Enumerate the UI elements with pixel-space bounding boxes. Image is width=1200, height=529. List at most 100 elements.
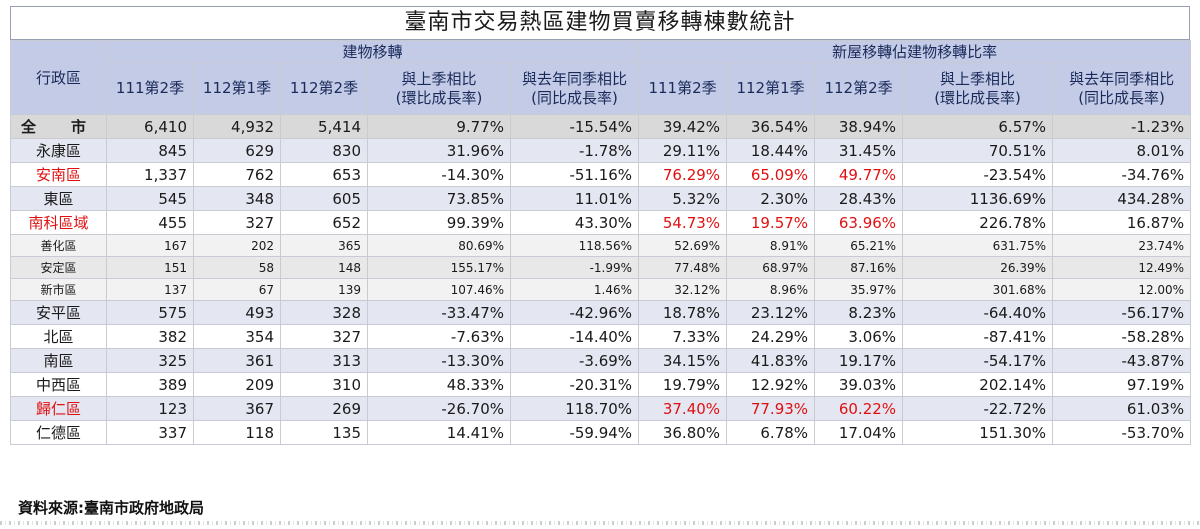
- table-cell: 155.17%: [367, 256, 511, 279]
- table-cell: -58.28%: [1052, 324, 1192, 349]
- table-cell: 43.30%: [509, 210, 640, 235]
- column-header: 111第2季: [106, 62, 194, 115]
- table-cell: 29.11%: [638, 138, 728, 163]
- column-header: 111第2季: [638, 62, 728, 115]
- table-cell: 365: [280, 234, 368, 257]
- table-cell: 575: [106, 300, 194, 325]
- table-cell: -53.70%: [1052, 420, 1192, 445]
- table-cell: 6.57%: [902, 114, 1054, 139]
- table-cell: 37.40%: [638, 396, 728, 421]
- table-cell: -64.40%: [902, 300, 1054, 325]
- table-cell: 17.04%: [814, 420, 904, 445]
- table-row: 南區 325 361 313 -13.30% -3.69% 34.15% 41.83% 19.1…: [10, 348, 1192, 373]
- table-cell: 39.03%: [814, 372, 904, 397]
- data-source-note: 資料來源:臺南市政府地政局: [18, 499, 204, 517]
- table-cell: 23.12%: [726, 300, 816, 325]
- table-cell: 209: [193, 372, 281, 397]
- table-cell: 67: [193, 278, 281, 301]
- table-cell: 1136.69%: [902, 186, 1054, 211]
- table-cell: 123: [106, 396, 194, 421]
- table-cell: 16.87%: [1052, 210, 1192, 235]
- table-cell: -14.30%: [367, 162, 511, 187]
- table-row: 新市區 137 67 139 107.46% 1.46% 32.12% 8.96% 35.97%…: [10, 278, 1192, 301]
- column-header: 112第1季: [726, 62, 816, 115]
- district-name: 南區: [10, 348, 107, 373]
- district-name: 仁德區: [10, 420, 107, 445]
- table-cell: 653: [280, 162, 368, 187]
- table-cell: 1.46%: [509, 278, 640, 301]
- column-header: 112第2季: [280, 62, 368, 115]
- table-cell: 652: [280, 210, 368, 235]
- table-cell: 87.16%: [814, 256, 904, 279]
- table-cell: 327: [193, 210, 281, 235]
- table-cell: -43.87%: [1052, 348, 1192, 373]
- table-cell: 70.51%: [902, 138, 1054, 163]
- table-cell: 38.94%: [814, 114, 904, 139]
- table-cell: 58: [193, 256, 281, 279]
- table-cell: -51.16%: [509, 162, 640, 187]
- table-cell: 325: [106, 348, 194, 373]
- table-cell: 19.79%: [638, 372, 728, 397]
- table-cell: 389: [106, 372, 194, 397]
- table-cell: 8.96%: [726, 278, 816, 301]
- table-cell: 12.92%: [726, 372, 816, 397]
- table-cell: 434.28%: [1052, 186, 1192, 211]
- table-cell: 19.17%: [814, 348, 904, 373]
- table-cell: 382: [106, 324, 194, 349]
- table-row: 南科區域 455 327 652 99.39% 43.30% 54.73% 19.57% 63.…: [10, 210, 1192, 235]
- table-cell: 5.32%: [638, 186, 728, 211]
- table-cell: 60.22%: [814, 396, 904, 421]
- table-cell: -54.17%: [902, 348, 1054, 373]
- table-cell: 327: [280, 324, 368, 349]
- table-cell: 455: [106, 210, 194, 235]
- column-header: 112第1季: [193, 62, 281, 115]
- table-cell: 605: [280, 186, 368, 211]
- table-cell: -1.99%: [509, 256, 640, 279]
- table-cell: 118: [193, 420, 281, 445]
- table-cell: 5,414: [280, 114, 368, 139]
- table-row: 北區 382 354 327 -7.63% -14.40% 7.33% 24.29% 3.06%…: [10, 324, 1192, 349]
- table-cell: 99.39%: [367, 210, 511, 235]
- table-cell: 65.21%: [814, 234, 904, 257]
- table-cell: -7.63%: [367, 324, 511, 349]
- table-cell: 52.69%: [638, 234, 728, 257]
- table-cell: 845: [106, 138, 194, 163]
- table-cell: 310: [280, 372, 368, 397]
- table-cell: 68.97%: [726, 256, 816, 279]
- table-cell: 36.80%: [638, 420, 728, 445]
- table-cell: 107.46%: [367, 278, 511, 301]
- table-cell: 61.03%: [1052, 396, 1192, 421]
- table-cell: 118.56%: [509, 234, 640, 257]
- table-cell: 8.23%: [814, 300, 904, 325]
- table-cell: -59.94%: [509, 420, 640, 445]
- table-cell: 631.75%: [902, 234, 1054, 257]
- table-row: 永康區 845 629 830 31.96% -1.78% 29.11% 18.44% 31.4…: [10, 138, 1192, 163]
- district-header: 行政區: [10, 40, 107, 115]
- table-cell: 629: [193, 138, 281, 163]
- table-cell: 202: [193, 234, 281, 257]
- group-header-new-house-ratio: 新屋移轉佔建物移轉比率: [638, 40, 1192, 63]
- district-name: 北區: [10, 324, 107, 349]
- table-cell: -3.69%: [509, 348, 640, 373]
- table-cell: 35.97%: [814, 278, 904, 301]
- table-row: 安定區 151 58 148 155.17% -1.99% 77.48% 68.97% 87.1…: [10, 256, 1192, 279]
- table-title: 臺南市交易熱區建物買賣移轉棟數統計: [10, 6, 1190, 40]
- table-cell: 2.30%: [726, 186, 816, 211]
- column-header: 112第2季: [814, 62, 904, 115]
- table-cell: 34.15%: [638, 348, 728, 373]
- table-cell: 77.93%: [726, 396, 816, 421]
- table-cell: -1.78%: [509, 138, 640, 163]
- table-cell: 337: [106, 420, 194, 445]
- district-name: 全 市: [10, 114, 107, 139]
- table-cell: 26.39%: [902, 256, 1054, 279]
- table-cell: 24.29%: [726, 324, 816, 349]
- table-cell: 63.96%: [814, 210, 904, 235]
- table-row: 安平區 575 493 328 -33.47% -42.96% 18.78% 23.12% 8.…: [10, 300, 1192, 325]
- table-cell: 545: [106, 186, 194, 211]
- statistics-table-panel: 臺南市交易熱區建物買賣移轉棟數統計 行政區 建物移轉 新屋移轉佔建物移轉比率 1…: [10, 6, 1192, 445]
- table-cell: 18.78%: [638, 300, 728, 325]
- table-row: 安南區 1,337 762 653 -14.30% -51.16% 76.29% 65.09%…: [10, 162, 1192, 187]
- table-cell: -22.72%: [902, 396, 1054, 421]
- table-cell: -42.96%: [509, 300, 640, 325]
- table-cell: 23.74%: [1052, 234, 1192, 257]
